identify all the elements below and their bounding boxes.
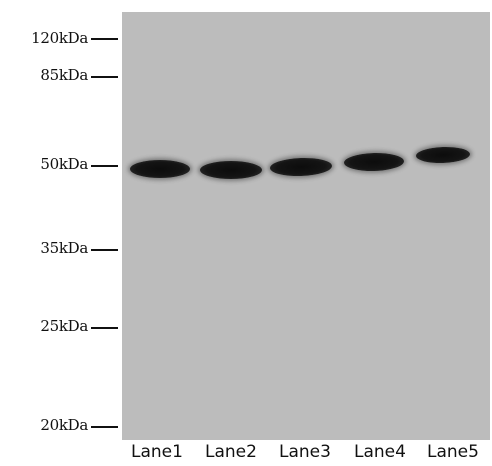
marker-label-50: 50kDa (40, 155, 88, 173)
band-lane2 (200, 161, 262, 179)
marker-label-25: 25kDa (40, 317, 88, 335)
band-lane1 (130, 160, 190, 178)
blot-membrane (122, 12, 490, 440)
lane-label-2: Lane2 (205, 442, 257, 462)
marker-label-35: 35kDa (40, 239, 88, 257)
marker-tick-50 (91, 165, 118, 167)
marker-tick-120 (91, 38, 118, 40)
marker-tick-85 (91, 76, 118, 78)
band-lane5 (415, 146, 471, 164)
marker-tick-35 (91, 249, 118, 251)
lane-label-3: Lane3 (279, 442, 331, 462)
marker-tick-25 (91, 327, 118, 329)
marker-tick-20 (91, 426, 118, 428)
lane-label-5: Lane5 (427, 442, 479, 462)
band-lane4 (343, 152, 405, 172)
lane-label-1: Lane1 (131, 442, 183, 462)
marker-label-20: 20kDa (40, 416, 88, 434)
lane-label-4: Lane4 (354, 442, 406, 462)
marker-label-85: 85kDa (40, 66, 88, 84)
marker-label-120: 120kDa (31, 29, 88, 47)
band-lane3 (269, 156, 333, 178)
